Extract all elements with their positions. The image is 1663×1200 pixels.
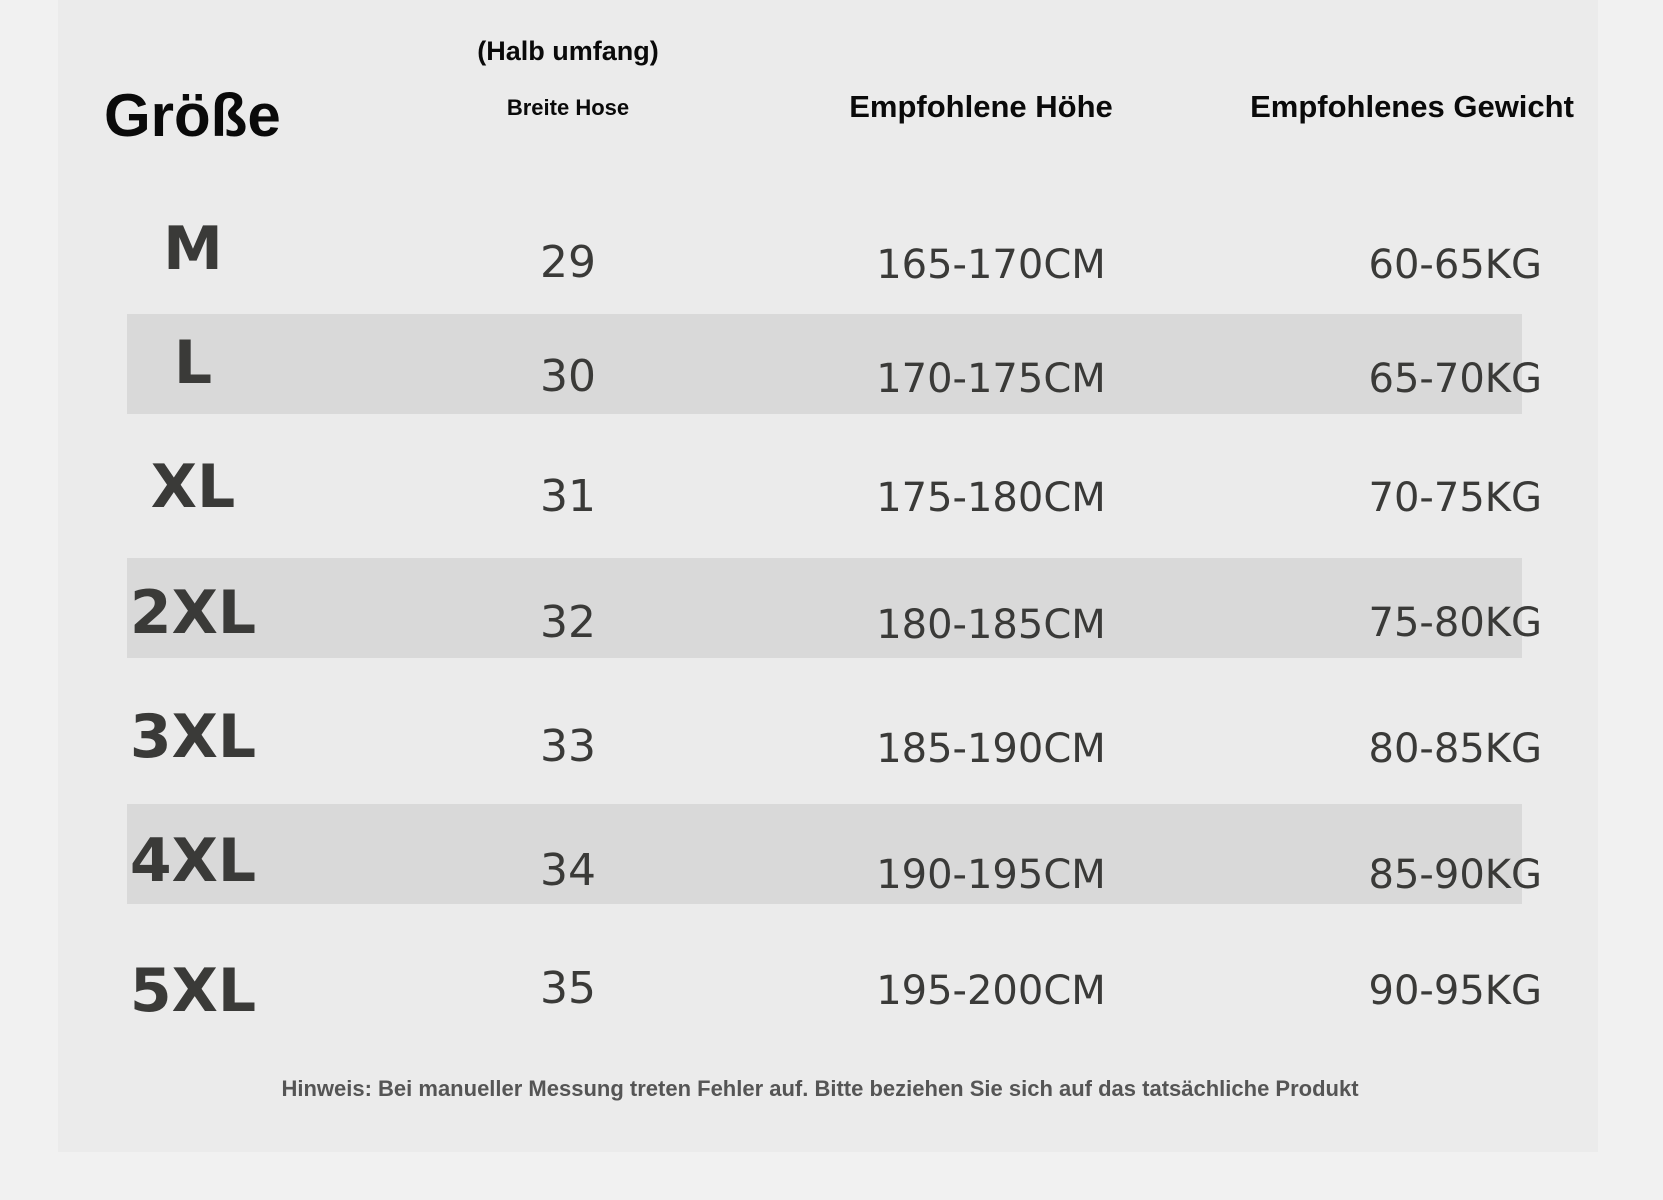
header-weight: Empfohlenes Gewicht	[1250, 89, 1574, 124]
row-waist: 35	[540, 963, 596, 1014]
row-weight: 75-80KG	[1368, 600, 1542, 646]
row-height: 165-170CM	[876, 242, 1106, 288]
row-size: L	[173, 328, 213, 398]
row-height: 180-185CM	[876, 602, 1106, 648]
row-waist: 31	[540, 471, 596, 522]
row-size: XL	[150, 452, 236, 522]
row-waist: 29	[540, 237, 596, 288]
row-waist: 33	[540, 721, 596, 772]
row-weight: 65-70KG	[1368, 356, 1542, 402]
row-height: 190-195CM	[876, 852, 1106, 898]
row-weight: 90-95KG	[1368, 968, 1542, 1014]
row-size: 2XL	[129, 578, 257, 648]
row-waist: 32	[540, 597, 596, 648]
row-waist: 34	[540, 845, 596, 896]
row-size: 4XL	[129, 826, 257, 896]
row-weight: 70-75KG	[1368, 475, 1542, 521]
row-size: 3XL	[129, 702, 257, 772]
row-weight: 80-85KG	[1368, 726, 1542, 772]
row-band-2xl	[127, 558, 1522, 658]
header-waist-line2: Breite Hose	[506, 95, 630, 120]
header-size: Größe	[104, 82, 281, 149]
row-weight: 60-65KG	[1368, 242, 1542, 288]
row-waist: 30	[540, 351, 596, 402]
row-size: M	[163, 214, 223, 284]
measurement-note: Hinweis: Bei manueller Messung treten Fe…	[281, 1076, 1359, 1101]
row-weight: 85-90KG	[1368, 852, 1542, 898]
row-height: 170-175CM	[876, 356, 1106, 402]
row-height: 185-190CM	[876, 726, 1106, 772]
header-waist-line1: (Halb umfang)	[477, 36, 659, 66]
row-size: 5XL	[129, 956, 257, 1026]
header-height: Empfohlene Höhe	[849, 89, 1113, 124]
row-height: 175-180CM	[876, 475, 1106, 521]
row-band-4xl	[127, 804, 1522, 904]
row-band-l	[127, 314, 1522, 414]
row-height: 195-200CM	[876, 968, 1106, 1014]
